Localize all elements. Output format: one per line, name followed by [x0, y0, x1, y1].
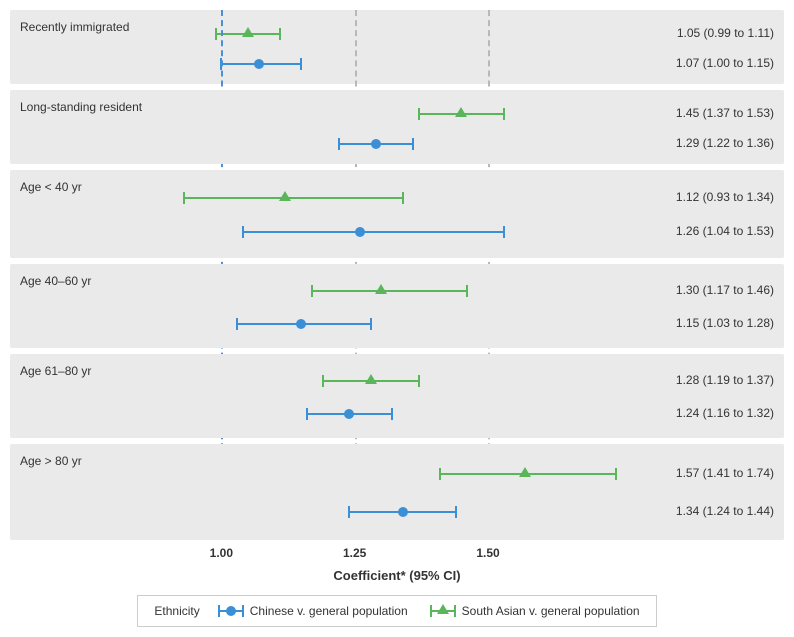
ci-value-label: 1.57 (1.41 to 1.74) — [676, 466, 774, 480]
group-row — [10, 354, 784, 438]
ci-value-label: 1.29 (1.22 to 1.36) — [676, 136, 774, 150]
group-label: Age 61–80 yr — [20, 364, 91, 378]
group-label: Age < 40 yr — [20, 180, 82, 194]
circle-marker-icon — [254, 59, 264, 69]
legend-title: Ethnicity — [154, 604, 199, 618]
ci-value-label: 1.26 (1.04 to 1.53) — [676, 224, 774, 238]
circle-marker-icon — [371, 139, 381, 149]
triangle-marker-icon — [519, 467, 531, 477]
triangle-marker-icon — [437, 604, 449, 614]
group-label: Age > 80 yr — [20, 454, 82, 468]
x-tick-label: 1.50 — [476, 546, 499, 560]
triangle-marker-icon — [242, 27, 254, 37]
ci-value-label: 1.34 (1.24 to 1.44) — [676, 504, 774, 518]
legend: Ethnicity Chinese v. general population S… — [137, 595, 656, 627]
ci-value-label: 1.28 (1.19 to 1.37) — [676, 373, 774, 387]
x-tick-label: 1.25 — [343, 546, 366, 560]
ci-value-label: 1.12 (0.93 to 1.34) — [676, 190, 774, 204]
legend-label: Chinese v. general population — [250, 604, 408, 618]
triangle-marker-icon — [455, 107, 467, 117]
ci-value-label: 1.24 (1.16 to 1.32) — [676, 406, 774, 420]
circle-marker-icon — [226, 606, 236, 616]
triangle-marker-icon — [375, 284, 387, 294]
circle-marker-icon — [398, 507, 408, 517]
x-tick-label: 1.00 — [210, 546, 233, 560]
legend-item: Chinese v. general population — [218, 604, 408, 618]
group-row — [10, 444, 784, 540]
plot-area: Recently immigrated 1.05 (0.99 to 1.11) 1.… — [10, 10, 784, 540]
circle-marker-icon — [355, 227, 365, 237]
ci-value-label: 1.30 (1.17 to 1.46) — [676, 283, 774, 297]
group-row — [10, 170, 784, 258]
legend-item: South Asian v. general population — [430, 604, 640, 618]
ci-value-label: 1.45 (1.37 to 1.53) — [676, 106, 774, 120]
group-row — [10, 264, 784, 348]
ci-value-label: 1.15 (1.03 to 1.28) — [676, 316, 774, 330]
legend-label: South Asian v. general population — [462, 604, 640, 618]
triangle-marker-icon — [279, 191, 291, 201]
group-label: Recently immigrated — [20, 20, 129, 34]
x-axis-title: Coefficient* (95% CI) — [10, 568, 784, 583]
group-label: Long-standing resident — [20, 100, 142, 114]
ci-value-label: 1.07 (1.00 to 1.15) — [676, 56, 774, 70]
ci-value-label: 1.05 (0.99 to 1.11) — [677, 26, 774, 40]
triangle-marker-icon — [365, 374, 377, 384]
group-label: Age 40–60 yr — [20, 274, 91, 288]
forest-plot: Recently immigrated 1.05 (0.99 to 1.11) 1.… — [10, 10, 784, 627]
legend-items: Chinese v. general population South Asian… — [218, 604, 640, 618]
